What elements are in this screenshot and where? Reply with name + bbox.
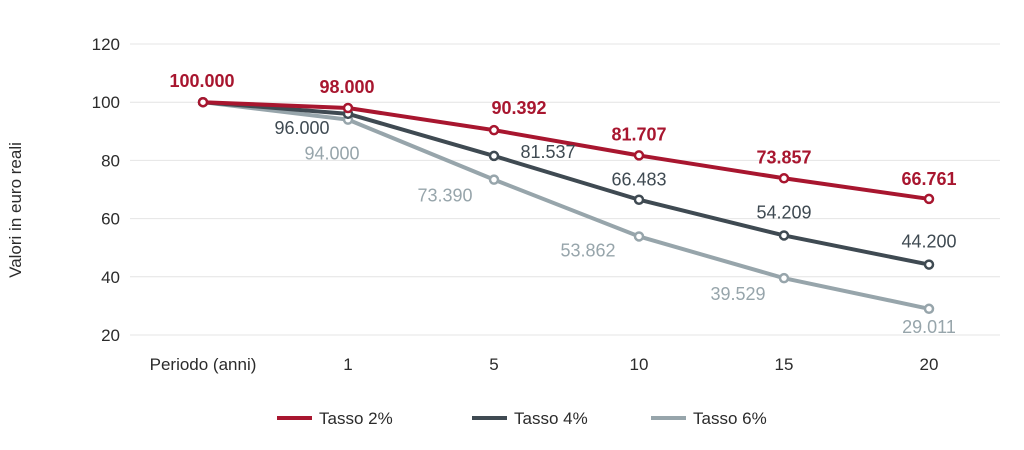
data-label: 98.000: [319, 77, 374, 97]
x-tick-label: 15: [775, 355, 794, 374]
y-tick-label: 40: [101, 268, 120, 287]
x-tick-label: 10: [630, 355, 649, 374]
data-point: [633, 231, 645, 242]
y-tick-label: 60: [101, 210, 120, 229]
legend: Tasso 2% Tasso 4% Tasso 6%: [277, 409, 767, 428]
data-label: 100.000: [169, 71, 234, 91]
y-tick-label: 20: [101, 326, 120, 345]
x-tick-label: 20: [920, 355, 939, 374]
data-point: [923, 259, 935, 270]
data-point: [778, 230, 790, 241]
data-point: [633, 194, 645, 205]
data-point: [633, 150, 645, 161]
data-label: 96.000: [274, 118, 329, 138]
data-point: [488, 150, 500, 162]
data-point: [778, 272, 790, 284]
x-axis-ticks: Periodo (anni) 1 5 10 15 20: [150, 355, 939, 374]
data-point: [923, 193, 935, 205]
data-point: [197, 96, 209, 108]
data-label: 94.000: [304, 144, 359, 164]
data-point: [923, 303, 935, 315]
y-tick-label: 100: [92, 93, 120, 112]
data-label: 39.529: [710, 284, 765, 304]
x-axis-title: Periodo (anni): [150, 355, 257, 374]
legend-label: Tasso 4%: [514, 409, 588, 428]
data-point: [488, 124, 500, 136]
data-label: 44.200: [901, 232, 956, 252]
data-label: 66.761: [901, 169, 956, 189]
grid-lines: [130, 43, 1000, 336]
data-label: 81.537: [520, 142, 575, 162]
data-label: 54.209: [756, 202, 811, 222]
y-tick-label: 80: [101, 151, 120, 170]
x-tick-label: 1: [343, 355, 352, 374]
legend-label: Tasso 2%: [319, 409, 393, 428]
y-axis-ticks: 20 40 60 80 100 120: [92, 35, 120, 345]
legend-label: Tasso 6%: [693, 409, 767, 428]
data-point: [778, 173, 790, 184]
series-line: [201, 100, 931, 267]
data-label: 81.707: [611, 124, 666, 144]
data-point: [488, 174, 500, 185]
y-axis-label: Valori in euro reali: [6, 142, 25, 278]
data-label: 66.483: [611, 170, 666, 190]
data-label: 73.857: [756, 147, 811, 167]
y-tick-label: 120: [92, 35, 120, 54]
data-label: 29.011: [902, 317, 956, 337]
data-label: 90.392: [491, 98, 546, 118]
series-lines: [197, 96, 935, 315]
series-line: [201, 100, 931, 311]
data-label: 73.390: [417, 186, 472, 206]
data-labels: 100.000 98.000 90.392 81.707 73.857 66.761 96.…: [169, 71, 956, 337]
series-line: [201, 100, 931, 201]
x-tick-label: 5: [489, 355, 498, 374]
data-label: 53.862: [560, 240, 615, 260]
data-point: [342, 102, 354, 114]
